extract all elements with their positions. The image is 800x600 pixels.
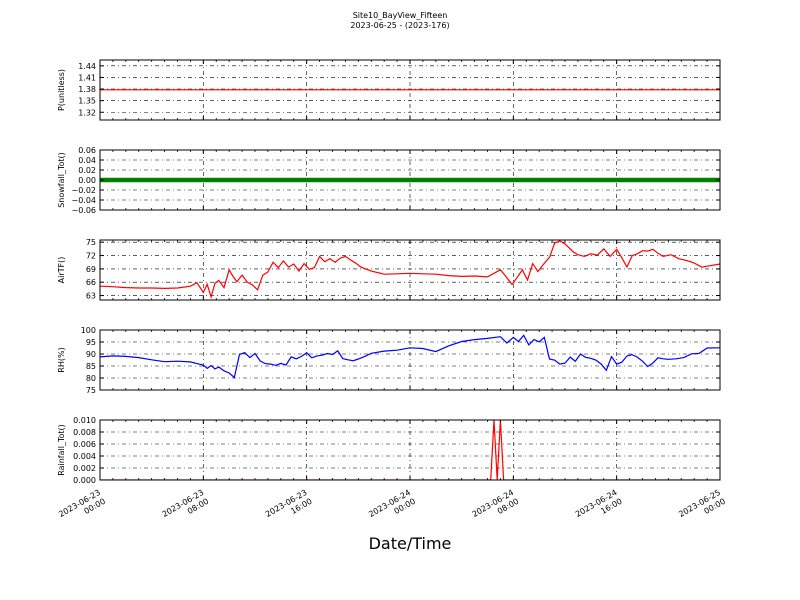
y-tick-label: −0.06: [71, 206, 96, 215]
y-tick-label: 80: [86, 374, 96, 383]
y-tick-label: 1.41: [78, 73, 96, 82]
figure-title: Site10_BayView_Fifteen: [352, 11, 448, 20]
y-axis-label: Snowfall_Tot(): [57, 152, 66, 208]
x-tick-label: 2023-06-2308:00: [161, 488, 211, 528]
y-tick-label: 100: [81, 326, 96, 335]
y-tick-label: 90: [86, 350, 96, 359]
panel-5: 0.000 0.002 0.004 0.006 0.008 0.010 Rainfall_T…: [57, 416, 721, 485]
series-line: [100, 334, 720, 379]
y-tick-label: 0.008: [73, 428, 96, 437]
x-tick-label: 2023-06-2416:00: [574, 488, 624, 528]
y-tick-label: 0.006: [73, 440, 96, 449]
y-axis-label: AirTF(): [57, 257, 66, 284]
x-tick-label: 2023-06-2500:00: [677, 488, 727, 528]
y-axis-label: Rainfall_Tot(): [57, 424, 66, 476]
series-line: [100, 240, 720, 300]
y-tick-label: 0.02: [78, 166, 96, 175]
figure-subtitle: 2023-06-25 - (2023-176): [350, 21, 450, 30]
y-tick-label: 1.35: [78, 97, 96, 106]
y-axis-label: P(unitless): [57, 69, 66, 111]
y-tick-label: −0.04: [71, 196, 96, 205]
y-tick-label: 69: [86, 265, 96, 274]
x-tick-label: 2023-06-2400:00: [367, 488, 417, 528]
y-tick-label: 0.00: [78, 176, 96, 185]
panel-4: 75 80 85 90 95 100 RH(%): [57, 326, 721, 395]
y-tick-label: 75: [86, 238, 96, 247]
y-tick-label: 1.44: [78, 62, 96, 71]
y-tick-label: 0.06: [78, 146, 96, 155]
y-tick-label: −0.02: [71, 186, 96, 195]
y-tick-label: 95: [86, 338, 96, 347]
x-tick-label: 2023-06-2300:00: [57, 488, 107, 528]
y-tick-label: 63: [86, 292, 96, 301]
y-tick-label: 0.004: [73, 452, 96, 461]
panel-2: −0.06−0.04−0.020.000.020.040.06 Snowfall_…: [57, 146, 721, 215]
panel-3: 63 66 69 72 75 AirTF(): [57, 238, 721, 301]
x-axis-label: Date/Time: [368, 534, 452, 553]
y-tick-label: 0.002: [73, 464, 96, 473]
x-tick-label: 2023-06-2408:00: [471, 488, 521, 528]
x-tick-label: 2023-06-2316:00: [264, 488, 314, 528]
y-tick-label: 72: [86, 252, 96, 261]
panel-1: 1.32 1.35 1.38 1.41 1.44 P(unitless): [57, 59, 721, 121]
y-tick-label: 75: [86, 386, 96, 395]
y-tick-label: 0.010: [73, 416, 96, 425]
y-tick-label: 66: [86, 278, 96, 287]
y-tick-label: 1.32: [78, 108, 96, 117]
y-tick-label: 1.38: [78, 85, 96, 94]
y-tick-label: 0.000: [73, 476, 96, 485]
y-tick-label: 0.04: [78, 156, 96, 165]
y-tick-label: 85: [86, 362, 96, 371]
y-axis-label: RH(%): [57, 347, 66, 372]
